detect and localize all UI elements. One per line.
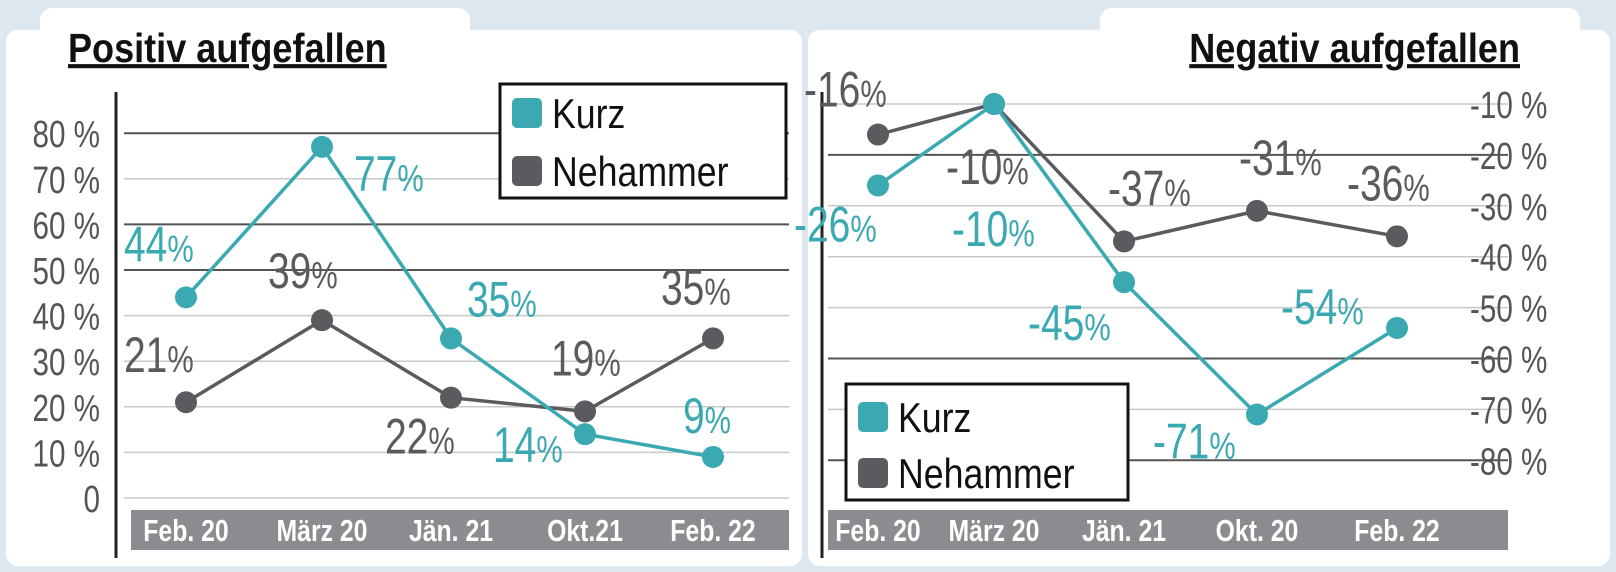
right-x-tick-labels: Feb. 20 März 20 Jän. 21 Okt. 20 Feb. 22 — [835, 513, 1439, 547]
left-data-labels: 44%77%35%14%9%21%39%22%19%35% — [124, 145, 731, 473]
right-chart-series — [867, 93, 1408, 426]
right-chart-title: Negativ aufgefallen — [1189, 26, 1520, 72]
left-data-label-kurz: 9% — [683, 387, 731, 444]
left-legend-swatch-nehammer — [512, 156, 542, 186]
left-point-kurz — [574, 423, 596, 446]
left-point-kurz — [440, 327, 462, 350]
right-data-label-nehammer: -37% — [1108, 160, 1191, 217]
right-legend-box — [844, 382, 1130, 502]
left-legend-label-kurz: Kurz — [552, 91, 625, 137]
left-legend-label-nehammer: Nehammer — [552, 149, 729, 195]
right-x-tick-label: Jän. 21 — [1082, 513, 1166, 547]
left-y-tick-label: 30 % — [32, 342, 100, 384]
right-data-label-kurz: -10% — [952, 200, 1035, 257]
right-data-label-kurz: -71% — [1153, 413, 1236, 470]
left-data-label-kurz: 14% — [493, 416, 563, 473]
left-panel-tab — [40, 8, 470, 68]
right-y-tick-label: -20 % — [1470, 135, 1547, 177]
right-data-label-nehammer: -31% — [1239, 129, 1322, 186]
left-y-tick-label: 40 % — [32, 296, 100, 338]
right-data-label-nehammer: -10% — [946, 138, 1029, 195]
right-y-tick-label: -50 % — [1470, 288, 1547, 330]
left-data-label-nehammer: 35% — [661, 259, 731, 316]
right-legend: Kurz Nehammer — [844, 382, 1130, 502]
left-chart-series — [175, 135, 724, 468]
right-legend-swatch-nehammer — [858, 458, 888, 488]
right-y-tick-label: -70 % — [1470, 390, 1547, 432]
left-chart-gridlines — [124, 132, 789, 499]
right-data-label-kurz: -54% — [1281, 278, 1364, 335]
left-data-label-nehammer: 22% — [385, 408, 455, 465]
left-point-kurz — [311, 135, 333, 158]
left-legend-swatch-kurz — [512, 98, 542, 128]
right-legend-swatch-kurz — [858, 402, 888, 432]
right-point-kurz — [1113, 271, 1135, 294]
left-legend-box — [498, 82, 788, 200]
right-y-tick-labels: -10 % -20 % -30 % -40 % -50 % -60 % -70 % -80 % — [1470, 85, 1547, 484]
right-data-label-kurz: -45% — [1028, 294, 1111, 351]
left-x-tick-labels: Feb. 20 März 20 Jän. 21 Okt.21 Feb. 22 — [143, 513, 755, 547]
left-point-nehammer — [574, 400, 596, 423]
right-chart-gridlines — [828, 103, 1508, 462]
right-data-labels: -26% -10% -45% -71% -54% -16% -10% -37% -31% -36% — [794, 61, 1430, 470]
right-y-tick-label: -40 % — [1470, 237, 1547, 279]
left-y-tick-label: 50 % — [32, 251, 100, 293]
right-y-tick-label: -80 % — [1470, 441, 1547, 483]
right-point-nehammer — [867, 123, 889, 146]
left-point-nehammer — [702, 327, 724, 350]
left-point-nehammer — [311, 309, 333, 332]
right-data-label-nehammer: -16% — [804, 61, 887, 118]
right-data-label-kurz: -26% — [794, 196, 877, 253]
right-point-nehammer — [1113, 230, 1135, 253]
right-y-tick-label: -10 % — [1470, 85, 1547, 127]
left-chart-title: Positiv aufgefallen — [68, 26, 387, 72]
right-legend-label-kurz: Kurz — [898, 395, 971, 441]
left-x-tick-label: Feb. 20 — [143, 513, 228, 547]
left-data-label-nehammer: 19% — [551, 330, 621, 387]
left-x-tick-label: März 20 — [277, 513, 368, 547]
right-y-tick-label: -30 % — [1470, 186, 1547, 228]
left-x-tick-label: Feb. 22 — [670, 513, 755, 547]
left-x-axis-band — [131, 510, 789, 550]
right-data-label-nehammer: -36% — [1347, 155, 1430, 212]
right-point-kurz — [1246, 403, 1268, 426]
left-y-tick-label: 10 % — [32, 433, 100, 475]
right-x-tick-label: Feb. 20 — [835, 513, 920, 547]
right-point-kurz — [983, 93, 1005, 115]
left-legend: Kurz Nehammer — [498, 82, 788, 200]
left-y-tick-label: 70 % — [32, 159, 100, 201]
right-x-tick-label: März 20 — [949, 513, 1040, 547]
left-y-tick-labels: 010 %20 %30 %40 %50 %60 %70 %80 % — [32, 114, 100, 521]
left-y-tick-label: 0 — [84, 479, 100, 521]
right-x-tick-label: Okt. 20 — [1216, 513, 1299, 547]
right-y-tick-label: -60 % — [1470, 339, 1547, 381]
right-legend-label-nehammer: Nehammer — [898, 451, 1075, 497]
left-x-tick-label: Okt.21 — [547, 513, 623, 547]
left-y-tick-label: 80 % — [32, 114, 100, 156]
left-data-label-nehammer: 21% — [124, 327, 194, 384]
left-y-tick-label: 60 % — [32, 205, 100, 247]
right-panel-tab — [1100, 8, 1580, 68]
right-point-nehammer — [1386, 225, 1408, 248]
left-point-nehammer — [175, 391, 197, 414]
right-x-tick-label: Feb. 22 — [1354, 513, 1439, 547]
left-data-label-kurz: 44% — [124, 216, 194, 273]
right-point-kurz — [1386, 316, 1408, 339]
left-data-label-kurz: 35% — [467, 271, 537, 328]
left-point-nehammer — [440, 386, 462, 409]
left-point-kurz — [702, 445, 724, 468]
left-data-label-nehammer: 39% — [268, 242, 338, 299]
right-point-kurz — [867, 174, 889, 197]
left-point-kurz — [175, 286, 197, 309]
left-y-tick-label: 20 % — [32, 387, 100, 429]
right-x-axis-band — [828, 510, 1508, 550]
left-x-tick-label: Jän. 21 — [409, 513, 493, 547]
left-data-label-kurz: 77% — [354, 145, 424, 202]
right-point-nehammer — [1246, 199, 1268, 222]
